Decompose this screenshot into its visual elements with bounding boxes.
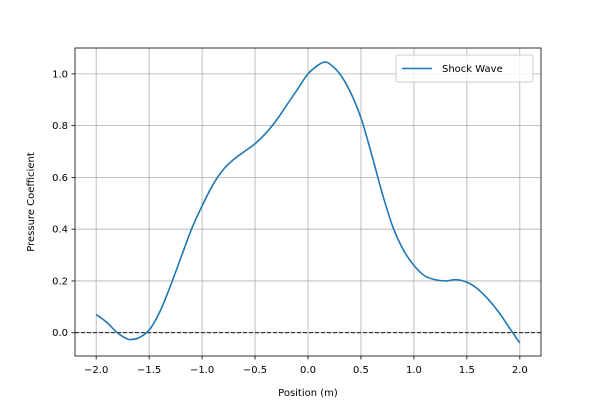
y-tick-label: 0.0 bbox=[52, 328, 68, 339]
legend: Shock Wave bbox=[395, 54, 534, 83]
x-axis-ticks: −2.0 −1.5 −1.0 −0.5 0.0 0.5 1.0 1.5 2.0 bbox=[84, 356, 528, 376]
y-tick-label: 0.4 bbox=[52, 225, 68, 236]
x-tick-label: 0.5 bbox=[353, 365, 369, 376]
y-tick-label: 0.6 bbox=[52, 173, 68, 184]
series-line-shock-wave bbox=[95, 61, 521, 344]
y-tick-label: 0.2 bbox=[52, 276, 68, 287]
y-tick-label: 0.8 bbox=[52, 121, 68, 132]
legend-label-shock-wave: Shock Wave bbox=[442, 64, 503, 75]
y-axis-ticks: 0.0 0.2 0.4 0.6 0.8 1.0 bbox=[52, 69, 75, 339]
y-tick-label: 1.0 bbox=[52, 69, 68, 80]
x-tick-label: 1.0 bbox=[406, 365, 422, 376]
x-axis-label: Position (m) bbox=[278, 388, 338, 399]
legend-box bbox=[395, 54, 534, 83]
x-tick-label: −1.0 bbox=[190, 365, 214, 376]
x-tick-label: 1.5 bbox=[459, 365, 475, 376]
x-tick-label: −2.0 bbox=[84, 365, 108, 376]
x-tick-label: 0.0 bbox=[300, 365, 316, 376]
x-tick-label: 2.0 bbox=[512, 365, 528, 376]
x-tick-label: −0.5 bbox=[243, 365, 267, 376]
y-axis-label: Pressure Coefficient bbox=[26, 152, 37, 252]
series-layer bbox=[95, 61, 521, 344]
x-tick-label: −1.5 bbox=[137, 365, 161, 376]
